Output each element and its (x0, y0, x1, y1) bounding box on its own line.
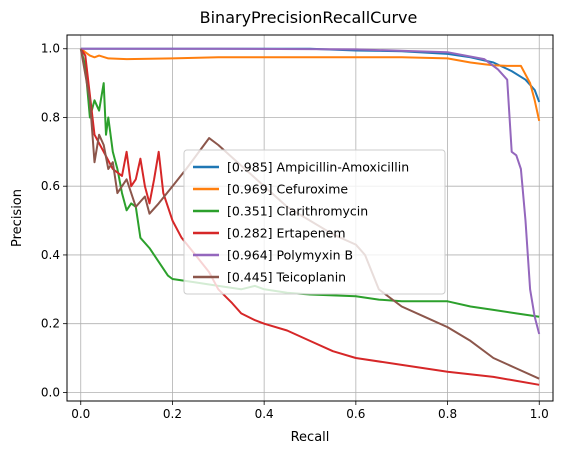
legend-entry: [0.985] Ampicillin-Amoxicillin (227, 160, 409, 175)
series-line-4 (80, 47, 541, 335)
series-line-2 (79, 48, 540, 318)
y-tick-label: 0.0 (41, 385, 60, 399)
series-line-3 (79, 48, 540, 386)
legend-entry: [0.351] Clarithromycin (227, 204, 368, 219)
legend-entry: [0.964] Polymyxin B (227, 248, 353, 263)
legend-box (183, 149, 446, 295)
x-tick-label: 0.4 (255, 407, 274, 421)
legend-entry: [0.969] Cefuroxime (227, 182, 348, 197)
x-tick-label: 0.6 (346, 407, 365, 421)
y-tick-label: 0.8 (41, 110, 60, 124)
plot-frame (66, 34, 554, 402)
series-line-5 (79, 48, 540, 380)
axis-ticks: 0.0 0.2 0.4 0.6 0.8 1.0 0.0 0.2 0.4 0.6 0.8 1.0 (41, 42, 549, 421)
legend-entry: [0.282] Ertapenem (227, 226, 346, 241)
y-tick-label: 0.4 (41, 248, 60, 262)
series-lines (79, 47, 541, 386)
legend: [0.985] Ampicillin-Amoxicillin [0.969] Ce… (183, 149, 446, 295)
chart-title: BinaryPrecisionRecallCurve (200, 8, 418, 27)
y-tick-label: 1.0 (41, 42, 60, 56)
x-axis-label: Recall (291, 430, 330, 445)
x-tick-label: 0.2 (163, 407, 182, 421)
x-tick-label: 0.0 (71, 407, 90, 421)
series-line-1 (80, 47, 541, 122)
y-tick-label: 0.2 (41, 317, 60, 331)
y-axis-label: Precision (10, 189, 25, 247)
x-tick-label: 1.0 (530, 407, 549, 421)
y-tick-label: 0.6 (41, 179, 60, 193)
legend-entry: [0.445] Teicoplanin (227, 270, 346, 285)
x-tick-label: 0.8 (438, 407, 457, 421)
